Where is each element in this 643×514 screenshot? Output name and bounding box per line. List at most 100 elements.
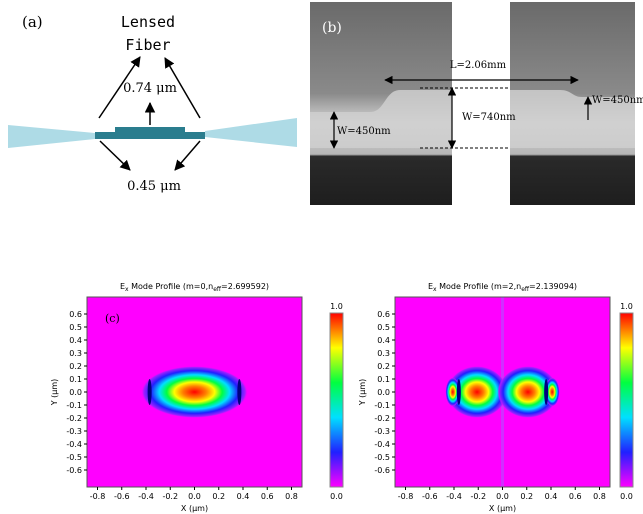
x-tick-label: -0.8 [90,492,106,501]
x-tick-label: 0.4 [237,492,250,501]
length-label: L=2.06mm [450,60,507,71]
y-tick-label: 0.4 [69,336,82,345]
arrow [164,57,201,119]
x-tick-label: -0.8 [398,492,414,501]
title-line: Fiber [125,36,170,54]
y-tick-label: 0.2 [69,362,82,371]
title-part: x [433,286,437,293]
x-tick-label: -0.2 [162,492,178,501]
y-tick-label: 0.5 [377,323,390,332]
y-tick-label: -0.4 [374,440,390,449]
edge [237,379,242,405]
width-label: W=740nm [462,112,516,123]
y-tick-label: 0.2 [377,362,390,371]
title-part: eff [213,286,222,293]
y-tick-label: 0.0 [69,388,82,397]
plot-title: Ex Mode Profile (m=0,neff=2.699592) [120,282,269,293]
colorbar [329,312,344,488]
y-tick-label: 0.4 [377,336,390,345]
mode-field [445,297,560,487]
y-tick-label: 0.5 [69,323,82,332]
mode-plot: Ex Mode Profile (m=2,neff=2.139094) 0.6 0.… [358,282,634,513]
arrow [99,140,131,171]
title-part: E [120,282,125,291]
title-part: =2.699592) [221,282,269,291]
fiber-right [205,118,297,147]
mode-lobe [497,366,559,418]
arrow [174,140,201,171]
panel-label: (a) [22,13,43,31]
y-tick-label: 0.6 [69,310,82,319]
x-tick-label: 0.8 [593,492,606,501]
title-part: E [428,282,433,291]
y-axis-label: Y (μm) [358,379,367,407]
title-part: Mode Profile (m=2,n [437,282,522,291]
edge [456,379,461,405]
title-part: x [125,286,129,293]
panel-label: (b) [322,20,342,36]
y-tick-label: 0.3 [69,349,82,358]
colorbar-label: 1.0 [620,302,633,311]
y-tick-label: -0.3 [374,427,390,436]
y-tick-label: -0.1 [374,401,390,410]
y-tick-label: -0.1 [66,401,82,410]
arrow [98,56,141,119]
width-label: W=450nm [592,95,643,106]
x-tick-label: -0.4 [446,492,462,501]
thickness-label: 0.74 μm [123,81,177,96]
x-axis-label: X (μm) [181,504,208,513]
title-part: Mode Profile (m=0,n [129,282,214,291]
side-lobe [544,377,560,407]
colorbar-label: 0.0 [330,492,343,501]
x-tick-label: -0.4 [138,492,154,501]
x-tick-label: 0.8 [285,492,298,501]
waveguide [95,132,205,139]
y-tick-label: 0.6 [377,310,390,319]
mode-field [141,366,248,418]
side-lobe [445,377,461,407]
y-tick-label: 0.0 [377,388,390,397]
x-tick-label: 0.6 [569,492,582,501]
y-tick-label: -0.5 [374,453,390,462]
waveguide-center [115,127,185,133]
waveguide-image [510,90,635,148]
x-tick-label: 0.2 [520,492,533,501]
x-tick-label: 0.6 [261,492,274,501]
y-tick-label: 0.1 [69,375,82,384]
title-part: =2.139094) [529,282,577,291]
y-tick-label: -0.6 [66,466,82,475]
x-tick-label: -0.6 [422,492,438,501]
thickness-label: 0.45 μm [127,179,181,194]
edge [544,379,549,405]
y-tick-label: 0.1 [377,375,390,384]
width-label: W=450nm [337,126,391,137]
x-tick-label: 0.4 [545,492,558,501]
edge [147,379,152,405]
colorbar-label: 0.0 [620,492,633,501]
title-line: Lensed [121,13,175,31]
panel-label: (c) [105,312,120,325]
mode-plot: Ex Mode Profile (m=0,neff=2.699592) 0.6 0.… [50,282,344,513]
x-tick-label: -0.6 [114,492,130,501]
x-tick-label: 0.2 [212,492,225,501]
y-tick-label: -0.2 [374,414,390,423]
y-tick-label: -0.3 [66,427,82,436]
title-part: eff [521,286,530,293]
waveguide-image [310,90,452,148]
colorbar-label: 1.0 [330,302,343,311]
plot-title: Ex Mode Profile (m=2,neff=2.139094) [428,282,577,293]
mode-lobe [141,366,248,418]
panel-a: (a) Lensed Fiber 0.74 μm 0.45 μm [8,13,297,194]
mode-lobe [446,366,508,418]
y-tick-label: -0.6 [374,466,390,475]
x-tick-label: 0.0 [496,492,509,501]
y-tick-label: -0.4 [66,440,82,449]
panel-c: Ex Mode Profile (m=0,neff=2.699592)0.60.… [50,282,634,513]
panel-b: (b) L=2.06mm W=740nm W=450nm W=450nm [310,2,643,205]
x-tick-label: -0.2 [470,492,486,501]
y-tick-label: 0.3 [377,349,390,358]
x-axis-label: X (μm) [489,504,516,513]
y-tick-label: -0.2 [66,414,82,423]
y-tick-label: -0.5 [66,453,82,462]
